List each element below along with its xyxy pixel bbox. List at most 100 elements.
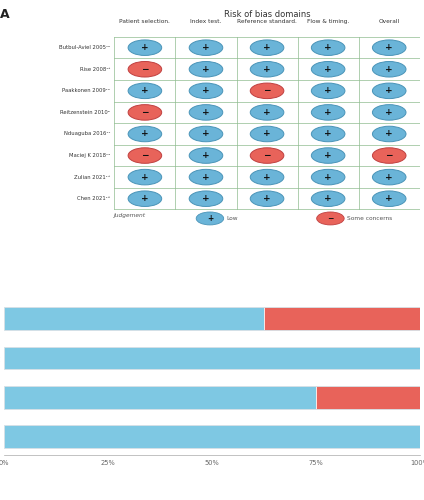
Text: +: + xyxy=(141,43,149,52)
Text: Low: Low xyxy=(226,216,238,221)
Ellipse shape xyxy=(128,104,162,120)
Ellipse shape xyxy=(128,191,162,206)
Text: Rise 2008¹³: Rise 2008¹³ xyxy=(80,67,110,72)
Text: Index test.: Index test. xyxy=(190,19,222,24)
Text: +: + xyxy=(263,130,271,138)
Text: +: + xyxy=(324,108,332,117)
Text: +: + xyxy=(385,43,393,52)
Text: +: + xyxy=(263,65,271,74)
Ellipse shape xyxy=(317,212,344,225)
Text: +: + xyxy=(202,108,210,117)
Ellipse shape xyxy=(250,62,284,77)
Text: +: + xyxy=(385,130,393,138)
Ellipse shape xyxy=(189,191,223,206)
Text: Patient selection.: Patient selection. xyxy=(120,19,170,24)
Bar xyxy=(264,308,420,330)
Bar xyxy=(4,346,420,370)
Text: +: + xyxy=(385,86,393,96)
Text: A: A xyxy=(0,8,10,21)
Text: +: + xyxy=(324,151,332,160)
Text: −: − xyxy=(141,108,149,117)
Text: +: + xyxy=(385,65,393,74)
Bar xyxy=(4,308,420,330)
Bar xyxy=(316,386,420,408)
Ellipse shape xyxy=(250,148,284,164)
Text: +: + xyxy=(385,172,393,182)
Bar xyxy=(4,425,420,448)
Bar xyxy=(4,386,420,408)
Ellipse shape xyxy=(311,40,345,56)
Text: −: − xyxy=(141,65,149,74)
Ellipse shape xyxy=(189,83,223,98)
Text: +: + xyxy=(324,86,332,96)
Bar xyxy=(4,425,420,448)
Ellipse shape xyxy=(372,170,406,185)
Bar xyxy=(4,386,316,408)
Text: +: + xyxy=(202,172,210,182)
Ellipse shape xyxy=(128,62,162,77)
Text: Zulian 2021¹⁵: Zulian 2021¹⁵ xyxy=(74,174,110,180)
Text: Maciej K 2018¹⁴: Maciej K 2018¹⁴ xyxy=(69,153,110,158)
Text: +: + xyxy=(202,86,210,96)
Text: −: − xyxy=(263,86,271,96)
Text: Overall: Overall xyxy=(379,19,400,24)
Ellipse shape xyxy=(372,83,406,98)
Text: Flow & timing.: Flow & timing. xyxy=(307,19,349,24)
Text: +: + xyxy=(385,108,393,117)
Bar xyxy=(4,346,420,370)
Text: +: + xyxy=(202,43,210,52)
Ellipse shape xyxy=(189,170,223,185)
Ellipse shape xyxy=(372,40,406,56)
Text: Risk of bias domains: Risk of bias domains xyxy=(224,10,310,19)
Ellipse shape xyxy=(250,170,284,185)
Text: Paakkonen 2009¹⁰: Paakkonen 2009¹⁰ xyxy=(62,88,110,94)
Text: Reitzenstein 2010⁹: Reitzenstein 2010⁹ xyxy=(60,110,110,115)
Ellipse shape xyxy=(250,104,284,120)
Ellipse shape xyxy=(250,191,284,206)
Text: −: − xyxy=(263,151,271,160)
Ellipse shape xyxy=(311,83,345,98)
Ellipse shape xyxy=(311,104,345,120)
Ellipse shape xyxy=(128,83,162,98)
Text: −: − xyxy=(141,151,149,160)
Text: Reference standard.: Reference standard. xyxy=(237,19,297,24)
Text: Judgement: Judgement xyxy=(114,213,146,218)
Ellipse shape xyxy=(372,62,406,77)
Ellipse shape xyxy=(128,148,162,164)
Text: +: + xyxy=(141,130,149,138)
Bar xyxy=(4,308,264,330)
Text: +: + xyxy=(141,172,149,182)
Text: +: + xyxy=(202,194,210,203)
Ellipse shape xyxy=(372,126,406,142)
Ellipse shape xyxy=(189,126,223,142)
Ellipse shape xyxy=(372,148,406,164)
Ellipse shape xyxy=(311,170,345,185)
Ellipse shape xyxy=(189,40,223,56)
Text: +: + xyxy=(324,194,332,203)
Text: Chen 2021¹⁶: Chen 2021¹⁶ xyxy=(77,196,110,201)
Ellipse shape xyxy=(372,104,406,120)
Ellipse shape xyxy=(189,104,223,120)
Ellipse shape xyxy=(189,62,223,77)
Text: +: + xyxy=(324,130,332,138)
Text: +: + xyxy=(202,65,210,74)
Text: +: + xyxy=(263,43,271,52)
Text: Butbul-Aviel 2005¹²: Butbul-Aviel 2005¹² xyxy=(59,45,110,50)
Ellipse shape xyxy=(311,148,345,164)
Ellipse shape xyxy=(196,212,224,225)
Text: +: + xyxy=(263,172,271,182)
Text: +: + xyxy=(324,43,332,52)
Ellipse shape xyxy=(128,126,162,142)
Text: +: + xyxy=(324,172,332,182)
Ellipse shape xyxy=(128,170,162,185)
Ellipse shape xyxy=(250,83,284,98)
Ellipse shape xyxy=(189,148,223,164)
Text: +: + xyxy=(324,65,332,74)
Ellipse shape xyxy=(311,62,345,77)
Text: Some concerns: Some concerns xyxy=(347,216,392,221)
Text: +: + xyxy=(385,194,393,203)
Ellipse shape xyxy=(311,126,345,142)
Ellipse shape xyxy=(250,40,284,56)
Ellipse shape xyxy=(372,191,406,206)
Text: +: + xyxy=(202,151,210,160)
